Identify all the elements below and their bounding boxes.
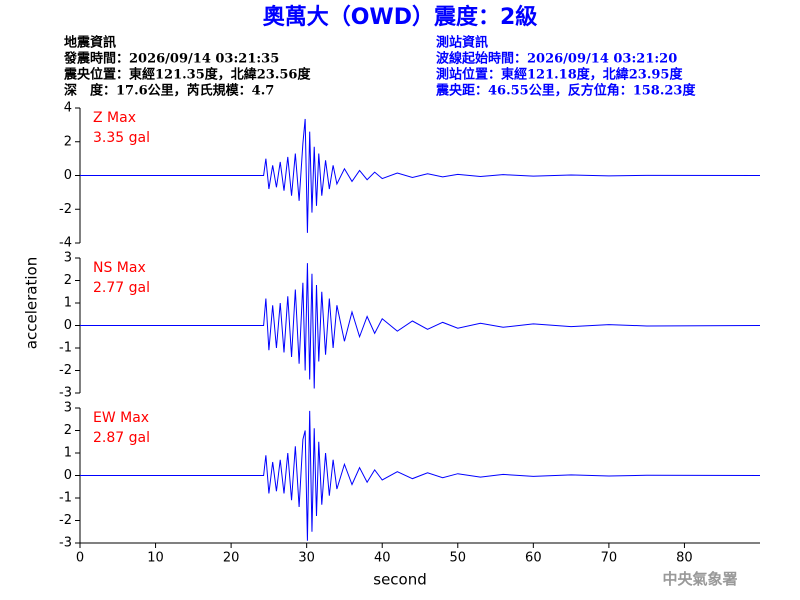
y-tick-label: 4 bbox=[64, 101, 72, 116]
y-tick-label: 0 bbox=[64, 468, 72, 483]
annotation: Z Max bbox=[93, 110, 136, 126]
x-tick-label: 20 bbox=[223, 551, 240, 566]
info-line: 深 度：17.6公里，芮氏規模：4.7 bbox=[64, 83, 274, 99]
y-tick-label: 0 bbox=[64, 318, 72, 333]
y-tick-label: -1 bbox=[59, 341, 72, 356]
y-axis-label: acceleration bbox=[23, 257, 41, 349]
x-tick-label: 80 bbox=[676, 551, 693, 566]
y-tick-label: 2 bbox=[64, 134, 72, 149]
x-tick-label: 50 bbox=[450, 551, 467, 566]
chart-title: 奧萬大（OWD）震度：2級 bbox=[263, 4, 538, 30]
info-line: 震央距：46.55公里，反方位角：158.23度 bbox=[435, 83, 696, 99]
y-tick-label: -2 bbox=[59, 363, 72, 378]
annotation: EW Max bbox=[93, 410, 149, 426]
y-tick-label: 1 bbox=[64, 446, 72, 461]
y-tick-label: 3 bbox=[64, 401, 72, 416]
x-tick-label: 40 bbox=[374, 551, 391, 566]
info-heading: 測站資訊 bbox=[436, 35, 488, 51]
y-tick-label: 1 bbox=[64, 296, 72, 311]
waveform bbox=[80, 118, 761, 233]
x-axis-label: second bbox=[373, 571, 427, 589]
y-tick-label: -3 bbox=[59, 386, 72, 401]
y-tick-label: -2 bbox=[59, 513, 72, 528]
annotation: 3.35 gal bbox=[93, 130, 150, 146]
y-tick-label: 3 bbox=[64, 251, 72, 266]
y-tick-label: -3 bbox=[59, 536, 72, 551]
x-tick-label: 0 bbox=[76, 551, 84, 566]
x-tick-label: 30 bbox=[298, 551, 315, 566]
y-tick-label: -4 bbox=[59, 236, 72, 251]
info-heading: 地震資訊 bbox=[64, 35, 116, 51]
annotation: 2.87 gal bbox=[93, 430, 150, 446]
x-tick-label: 70 bbox=[601, 551, 618, 566]
annotation: NS Max bbox=[93, 260, 146, 276]
info-line: 測站位置：東經121.18度，北緯23.95度 bbox=[436, 67, 683, 83]
y-tick-label: 2 bbox=[64, 423, 72, 438]
y-tick-label: 0 bbox=[64, 168, 72, 183]
watermark: 中央氣象署 bbox=[662, 570, 737, 588]
waveform bbox=[80, 263, 761, 389]
annotation: 2.77 gal bbox=[93, 280, 150, 296]
info-line: 震央位置：東經121.35度，北緯23.56度 bbox=[63, 67, 311, 83]
y-tick-label: -2 bbox=[59, 202, 72, 217]
info-line: 發震時間：2026/09/14 03:21:35 bbox=[63, 51, 279, 67]
info-line: 波線起始時間：2026/09/14 03:21:20 bbox=[436, 51, 677, 67]
waveform bbox=[80, 410, 761, 541]
x-tick-label: 10 bbox=[147, 551, 164, 566]
x-tick-label: 60 bbox=[525, 551, 542, 566]
y-tick-label: 2 bbox=[64, 273, 72, 288]
y-tick-label: -1 bbox=[59, 491, 72, 506]
